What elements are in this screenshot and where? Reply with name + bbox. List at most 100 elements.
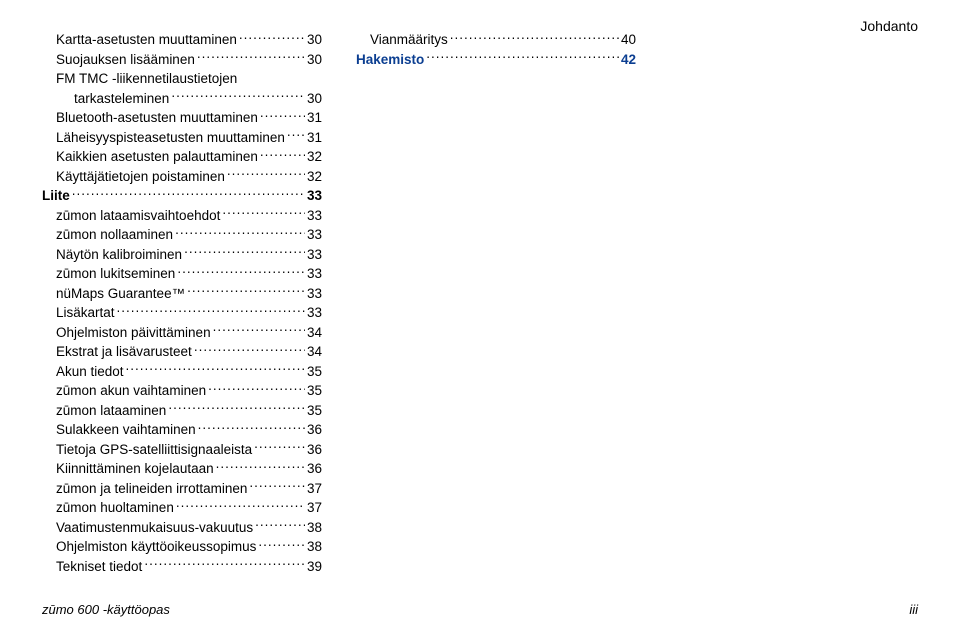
toc-page-number: 33	[307, 206, 322, 226]
toc-entry: Ekstrat ja lisävarusteet 34	[42, 342, 322, 362]
toc-label: Lisäkartat	[56, 303, 115, 323]
toc-page-number: 33	[307, 303, 322, 323]
toc-leader-dots	[216, 460, 305, 474]
toc-leader-dots	[194, 343, 305, 357]
toc-label: Kiinnittäminen kojelautaan	[56, 459, 214, 479]
toc-page-number: 34	[307, 323, 322, 343]
toc-leader-dots	[197, 50, 305, 64]
toc-leader-dots	[198, 421, 305, 435]
toc-entry: zūmon akun vaihtaminen35	[42, 381, 322, 401]
toc-label: Ekstrat ja lisävarusteet	[56, 342, 192, 362]
toc-label: Tekniset tiedot	[56, 557, 142, 577]
toc-page-number: 37	[307, 498, 322, 518]
page-container: Johdanto Kartta-asetusten muuttaminen30S…	[0, 0, 960, 633]
toc-entry: zūmon nollaaminen 33	[42, 225, 322, 245]
toc-entry: zūmon ja telineiden irrottaminen37	[42, 479, 322, 499]
toc-page-number: 33	[307, 225, 322, 245]
toc-label: Bluetooth-asetusten muuttaminen	[56, 108, 258, 128]
toc-entry: Lisäkartat 33	[42, 303, 322, 323]
toc-leader-dots	[227, 167, 305, 181]
toc-page-number: 32	[307, 167, 322, 187]
toc-leader-dots	[255, 518, 305, 532]
toc-entry: Suojauksen lisääminen 30	[42, 50, 322, 70]
toc-column-1: Kartta-asetusten muuttaminen30Suojauksen…	[42, 30, 322, 576]
toc-label: Kaikkien asetusten palauttaminen	[56, 147, 258, 167]
toc-label: FM TMC -liikennetilaustietojen	[56, 69, 237, 89]
toc-label: zūmon lukitseminen	[56, 264, 175, 284]
toc-entry: Akun tiedot35	[42, 362, 322, 382]
toc-entry: FM TMC -liikennetilaustietojen	[42, 69, 322, 89]
toc-entry: tarkasteleminen 30	[42, 89, 322, 109]
toc-page-number: 30	[307, 89, 322, 109]
toc-entry: Näytön kalibroiminen33	[42, 245, 322, 265]
toc-page-number: 35	[307, 381, 322, 401]
toc-leader-dots	[260, 109, 305, 123]
toc-entry: Vianmääritys40	[356, 30, 636, 50]
toc-leader-dots	[249, 479, 305, 493]
toc-entry: Sulakkeen vaihtaminen 36	[42, 420, 322, 440]
toc-leader-dots	[239, 31, 305, 45]
toc-entry: Liite 33	[42, 186, 322, 206]
toc-page-number: 36	[307, 440, 322, 460]
toc-entry: Bluetooth-asetusten muuttaminen 31	[42, 108, 322, 128]
toc-entry: Ohjelmiston käyttöoikeussopimus 38	[42, 537, 322, 557]
toc-label: Liite	[42, 186, 70, 206]
toc-entry: zūmon lataamisvaihtoehdot33	[42, 206, 322, 226]
toc-page-number: 32	[307, 147, 322, 167]
toc-page-number: 38	[307, 518, 322, 538]
toc-label: Sulakkeen vaihtaminen	[56, 420, 196, 440]
toc-page-number: 34	[307, 342, 322, 362]
toc-entry: Käyttäjätietojen poistaminen32	[42, 167, 322, 187]
toc-label: tarkasteleminen	[74, 89, 169, 109]
toc-leader-dots	[260, 148, 305, 162]
toc-page-number: 40	[621, 30, 636, 50]
footer-title: zūmo 600 -käyttöopas	[42, 602, 170, 617]
toc-leader-dots	[184, 245, 305, 259]
toc-label: Vaatimustenmukaisuus-vakuutus	[56, 518, 253, 538]
toc-page-number: 37	[307, 479, 322, 499]
toc-label: Suojauksen lisääminen	[56, 50, 195, 70]
toc-leader-dots	[213, 323, 305, 337]
toc-entry: Kiinnittäminen kojelautaan 36	[42, 459, 322, 479]
toc-leader-dots	[177, 265, 305, 279]
toc-entry: Ohjelmiston päivittäminen 34	[42, 323, 322, 343]
toc-page-number: 31	[307, 108, 322, 128]
toc-leader-dots	[126, 362, 305, 376]
toc-leader-dots	[254, 440, 305, 454]
toc-entry: Tekniset tiedot 39	[42, 557, 322, 577]
toc-entry: Hakemisto 42	[356, 50, 636, 70]
toc-column-2: Vianmääritys40Hakemisto 42	[356, 30, 636, 576]
toc-leader-dots	[287, 128, 305, 142]
toc-page-number: 30	[307, 30, 322, 50]
toc-label: Kartta-asetusten muuttaminen	[56, 30, 237, 50]
toc-page-number: 39	[307, 557, 322, 577]
toc-label: zūmon lataaminen	[56, 401, 166, 421]
toc-entry: Vaatimustenmukaisuus-vakuutus 38	[42, 518, 322, 538]
page-footer: zūmo 600 -käyttöopas iii	[42, 602, 918, 617]
toc-page-number: 33	[307, 264, 322, 284]
toc-leader-dots	[144, 557, 305, 571]
toc-leader-dots	[450, 31, 619, 45]
toc-entry: Kartta-asetusten muuttaminen 30	[42, 30, 322, 50]
toc-page-number: 33	[307, 284, 322, 304]
toc-label: Tietoja GPS-satelliittisignaaleista	[56, 440, 252, 460]
toc-label: zūmon nollaaminen	[56, 225, 173, 245]
toc-label: Näytön kalibroiminen	[56, 245, 182, 265]
toc-page-number: 36	[307, 420, 322, 440]
toc-label: Ohjelmiston päivittäminen	[56, 323, 211, 343]
toc-label: zūmon huoltaminen	[56, 498, 174, 518]
toc-page-number: 30	[307, 50, 322, 70]
toc-entry: Läheisyyspisteasetusten muuttaminen31	[42, 128, 322, 148]
toc-entry: nüMaps Guarantee™33	[42, 284, 322, 304]
toc-page-number: 42	[621, 50, 636, 70]
toc-page-number: 35	[307, 401, 322, 421]
toc-page-number: 33	[307, 186, 322, 206]
toc-label: Hakemisto	[356, 50, 424, 70]
toc-page-number: 36	[307, 459, 322, 479]
toc-page-number: 31	[307, 128, 322, 148]
toc-leader-dots	[222, 206, 305, 220]
toc-page-number: 38	[307, 537, 322, 557]
toc-label: Ohjelmiston käyttöoikeussopimus	[56, 537, 256, 557]
toc-leader-dots	[175, 226, 305, 240]
toc-leader-dots	[117, 304, 305, 318]
